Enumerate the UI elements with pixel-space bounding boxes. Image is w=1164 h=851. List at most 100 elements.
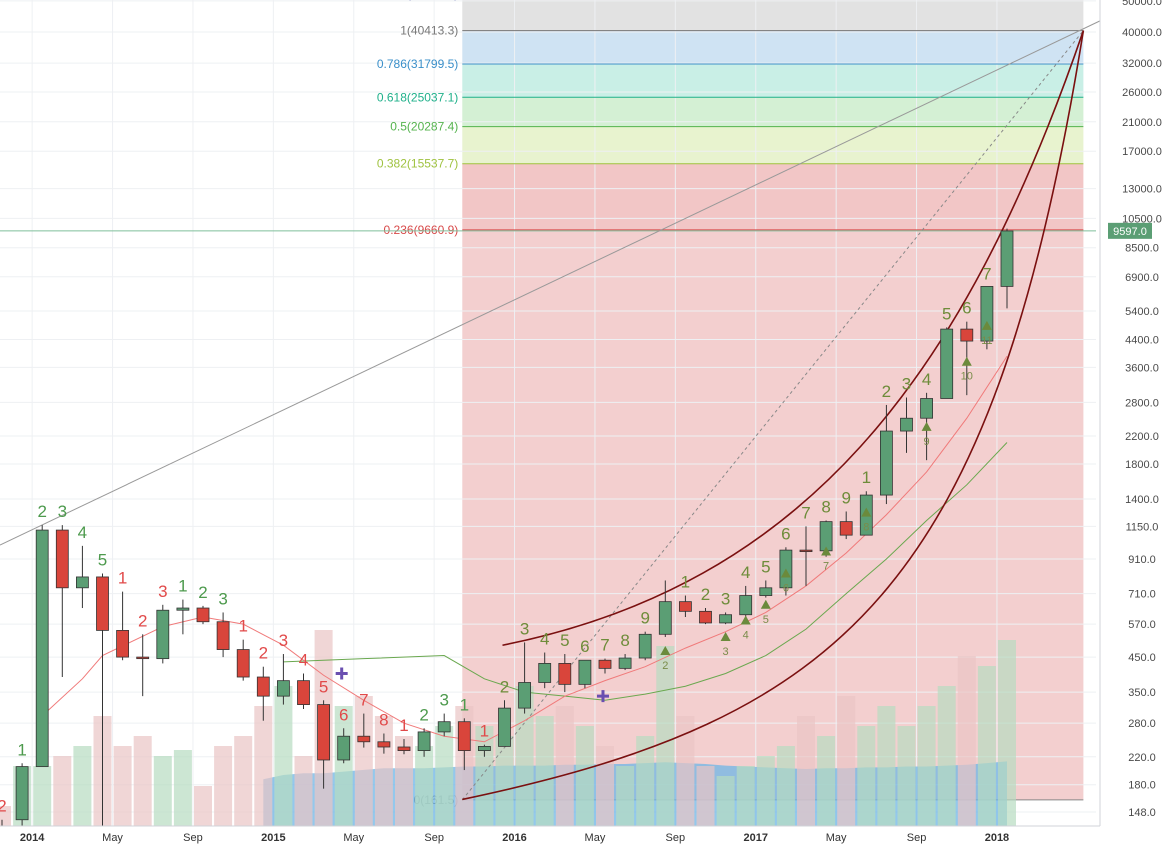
count-label-olive: 9: [640, 609, 649, 628]
fib-zone: [462, 163, 1084, 230]
y-tick-label: 10500.0: [1122, 213, 1162, 225]
count-label-green: 2: [37, 502, 46, 521]
count-label-olive: 8: [821, 497, 830, 516]
candle-body: [759, 587, 773, 596]
setup-number: 3: [723, 646, 729, 658]
candle-body: [618, 657, 632, 669]
setup-number: 8: [863, 522, 869, 534]
y-tick-label: 21000.0: [1122, 117, 1162, 129]
candle-body: [920, 398, 933, 419]
candle-body: [156, 609, 170, 660]
volume-bar: [877, 706, 896, 826]
count-label-olive: 7: [801, 503, 810, 522]
fib-level-label: 0.382(15537.7): [377, 157, 458, 171]
ema-green-line: [283, 442, 1008, 701]
fib-level-label: 0.5(20287.4): [390, 120, 458, 134]
candle-body: [477, 746, 491, 751]
x-tick-label: 2017: [744, 832, 768, 844]
count-label-red: 1: [399, 716, 408, 735]
fib-level-label: 0.786(31799.5): [377, 57, 458, 71]
candle-body: [256, 676, 270, 697]
count-label-green: 2: [419, 705, 428, 724]
volume-bar: [977, 666, 996, 826]
count-label-green: 1: [178, 577, 187, 596]
trend-line: [0, 17, 1107, 546]
count-label-red: 1: [480, 722, 489, 741]
y-tick-label: 6900.0: [1125, 272, 1159, 284]
cross-marker: [596, 690, 609, 703]
count-label-red: 5: [319, 677, 328, 696]
y-tick-label: 5400.0: [1125, 306, 1159, 318]
count-label-olive: 2: [500, 677, 509, 696]
candle-body: [276, 680, 290, 697]
candle-body: [96, 576, 109, 631]
setup-triangle: [981, 320, 992, 330]
volume-bar: [395, 736, 413, 826]
volume-bar: [435, 726, 454, 826]
y-tick-label: 1800.0: [1125, 459, 1159, 471]
candle-body: [136, 656, 150, 660]
candle-body: [739, 595, 753, 616]
candle-body: [558, 663, 572, 685]
count-label-green: 1: [17, 740, 26, 759]
candle-body: [679, 601, 692, 612]
count-label-olive: 5: [761, 557, 770, 576]
volume-bar: [173, 750, 192, 826]
count-label-green: 2: [198, 583, 207, 602]
volume-bar: [656, 646, 675, 826]
count-label-red: 3: [279, 631, 288, 650]
y-tick-label: 450.0: [1128, 652, 1156, 664]
y-tick-label: 148.0: [1128, 807, 1156, 819]
volume-bar: [53, 756, 72, 826]
y-tick-label: 910.0: [1128, 554, 1156, 566]
volume-bar: [736, 766, 755, 826]
volume-bar: [113, 746, 132, 826]
candle-body: [317, 704, 331, 761]
setup-triangle: [961, 356, 972, 366]
volume-bar: [716, 776, 735, 826]
candle-body: [598, 659, 612, 669]
volume-bar: [555, 706, 574, 826]
volume-bar: [616, 766, 635, 826]
count-label-red: 2: [259, 644, 268, 663]
y-tick-label: 3600.0: [1125, 362, 1159, 374]
volume-bar: [696, 766, 715, 826]
candle-body: [55, 529, 69, 589]
setup-triangle: [740, 615, 751, 625]
lower-arc: [462, 30, 1085, 801]
candle-body: [35, 529, 49, 768]
candle-body: [658, 601, 672, 635]
fib-level-label: 1(40413.3): [400, 24, 458, 38]
count-label-olive: 9: [841, 488, 850, 507]
candle-body: [498, 707, 511, 747]
count-label-olive: 3: [520, 619, 529, 638]
volume-ma-area: [263, 761, 1007, 826]
volume-bar: [354, 696, 373, 826]
y-tick-label: 8500.0: [1125, 243, 1159, 255]
fib-zone: [462, 0, 1084, 31]
setup-triangle: [921, 421, 932, 431]
count-label-olive: 3: [902, 375, 911, 394]
setup-number: 4: [743, 630, 749, 642]
setup-number: 7: [823, 561, 829, 573]
count-label-olive: 4: [741, 563, 750, 582]
count-label-olive: 4: [540, 630, 549, 649]
count-label-red: 8: [379, 711, 388, 730]
count-label-olive: 4: [922, 370, 931, 389]
y-tick-label: 17000.0: [1122, 146, 1162, 158]
x-tick-label: 2014: [20, 832, 45, 844]
volume-bar: [254, 706, 273, 826]
candle-body: [76, 576, 89, 589]
setup-number: 2: [662, 660, 668, 672]
candle-body: [900, 417, 913, 432]
volume-bar: [937, 686, 956, 826]
cross-marker: [335, 667, 348, 680]
candle-body: [337, 735, 351, 761]
volume-bar: [897, 726, 916, 826]
setup-triangle: [760, 599, 771, 609]
y-tick-label: 1150.0: [1126, 521, 1159, 533]
setup-number: 10: [961, 371, 973, 383]
x-tick-label: May: [585, 832, 606, 844]
count-label-green: 3: [58, 502, 67, 521]
count-label-olive: 2: [882, 382, 891, 401]
